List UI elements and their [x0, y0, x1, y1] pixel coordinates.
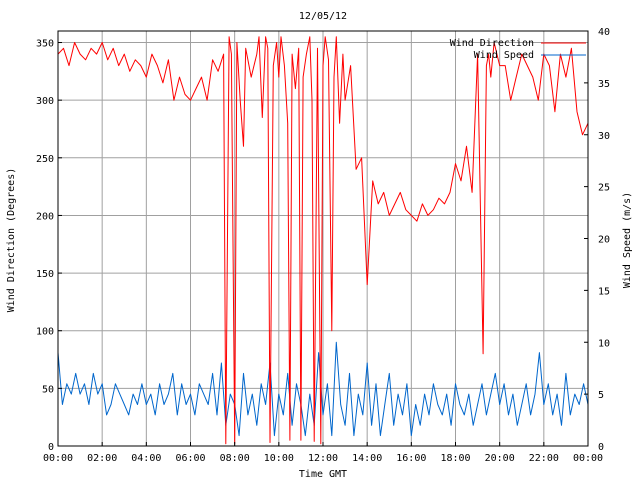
legend-label-wind-direction: Wind Direction: [450, 38, 534, 49]
x-tick-label: 18:00: [440, 453, 470, 464]
y-left-tick-label: 50: [42, 384, 54, 395]
y-left-tick-label: 250: [36, 154, 54, 165]
y-left-tick-label: 200: [36, 211, 54, 222]
y-right-tick-label: 10: [598, 338, 610, 349]
y-right-tick-label: 35: [598, 79, 610, 90]
series-line-wind-speed: [57, 341, 589, 437]
series-layer: [57, 36, 589, 445]
x-axis-ticks: 00:00 02:00 04:00 06:00 08:00 10:00 12:00 14:00…: [43, 442, 603, 464]
x-tick-label: 06:00: [175, 453, 205, 464]
legend-label-wind-speed: Wind Speed: [474, 50, 534, 61]
x-tick-label: 16:00: [396, 453, 426, 464]
y-left-tick-label: 0: [48, 442, 54, 453]
y-left-tick-label: 150: [36, 269, 54, 280]
y-right-tick-label: 20: [598, 235, 610, 246]
legend: Wind Direction Wind Speed: [450, 38, 586, 61]
x-axis-label: Time GMT: [299, 469, 347, 480]
chart-title: 12/05/12: [299, 11, 347, 22]
y-left-tick-label: 100: [36, 327, 54, 338]
y-right-tick-label: 30: [598, 131, 610, 142]
x-tick-label: 22:00: [529, 453, 559, 464]
x-tick-label: 04:00: [131, 453, 161, 464]
y-left-axis-label: Wind Direction (Degrees): [6, 168, 17, 313]
x-tick-label: 10:00: [264, 453, 294, 464]
y-left-axis-ticks: 0 50 100 150 200 250 300 350: [36, 39, 62, 453]
y-right-axis-label: Wind Speed (m/s): [622, 192, 633, 288]
x-tick-label: 02:00: [87, 453, 117, 464]
y-right-axis-ticks: 0 5 10 15 20 25 30 35 40: [584, 27, 610, 453]
y-left-tick-label: 300: [36, 96, 54, 107]
y-right-tick-label: 40: [598, 27, 610, 38]
y-right-tick-label: 5: [598, 390, 604, 401]
x-tick-label: 12:00: [308, 453, 338, 464]
y-right-tick-label: 25: [598, 183, 610, 194]
x-tick-label: 14:00: [352, 453, 382, 464]
x-tick-label: 00:00: [43, 453, 73, 464]
series-line-wind-direction: [57, 36, 589, 445]
y-right-tick-label: 15: [598, 286, 610, 297]
x-tick-label: 08:00: [220, 453, 250, 464]
y-right-tick-label: 0: [598, 442, 604, 453]
x-tick-label: 20:00: [485, 453, 515, 464]
x-tick-label: 00:00: [573, 453, 603, 464]
y-left-tick-label: 350: [36, 39, 54, 50]
